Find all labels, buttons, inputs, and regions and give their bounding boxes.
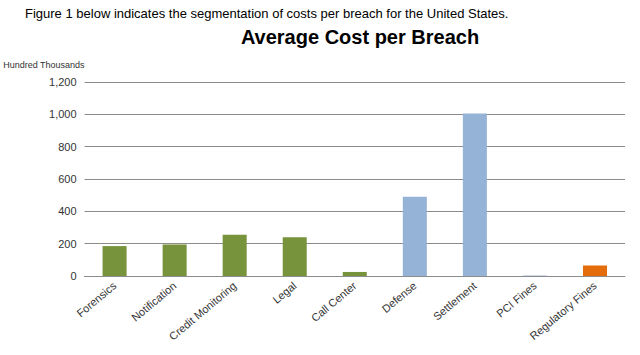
svg-text:PCI Fines: PCI Fines [494,279,539,320]
svg-text:0: 0 [70,270,76,282]
svg-text:Average Cost per Breach: Average Cost per Breach [241,26,479,48]
svg-text:Settlement: Settlement [431,279,479,322]
svg-text:Regulatory Fines: Regulatory Fines [527,279,599,342]
svg-text:1,000: 1,000 [49,108,77,120]
svg-text:Credit Monitoring: Credit Monitoring [167,279,239,342]
svg-text:1,200: 1,200 [49,76,77,88]
svg-text:800: 800 [58,141,76,153]
svg-text:200: 200 [58,238,76,250]
svg-text:Defense: Defense [380,279,419,315]
svg-text:Hundred Thousands: Hundred Thousands [3,60,85,70]
svg-text:Legal: Legal [270,279,298,306]
svg-text:600: 600 [58,173,76,185]
svg-text:Forensics: Forensics [74,279,119,319]
svg-text:400: 400 [58,205,76,217]
svg-text:Figure 1 below indicates the s: Figure 1 below indicates the segmentatio… [25,6,508,21]
svg-text:Call Center: Call Center [309,279,359,324]
svg-text:Notification: Notification [129,279,178,323]
